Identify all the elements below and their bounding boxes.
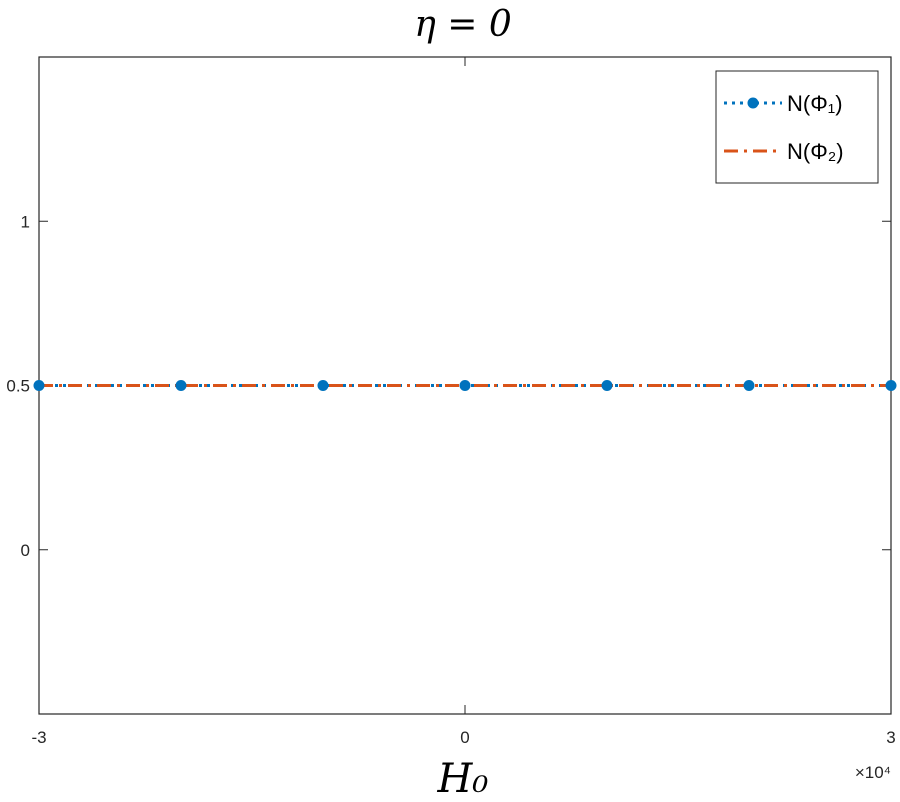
x-axis-label: H₀ <box>437 756 489 802</box>
series-1-point <box>317 380 329 391</box>
series-1-point <box>33 380 45 391</box>
y-tick-label: 0 <box>21 541 30 560</box>
series-1-point <box>175 380 187 391</box>
x-tick-label: -3 <box>31 728 46 747</box>
legend-label-1: N(Φ₁) <box>787 91 843 116</box>
series-1-point <box>601 380 613 391</box>
x-tick-label: 3 <box>886 728 895 747</box>
chart-title: η = 0 <box>414 4 512 45</box>
x-tick-label: 0 <box>460 728 469 747</box>
series-1-point <box>885 380 897 391</box>
legend-marker-1 <box>747 97 759 109</box>
x-axis-exponent: ×10⁴ <box>855 763 891 782</box>
legend: N(Φ₁) N(Φ₂) <box>715 70 879 184</box>
y-tick-label: 0.5 <box>6 377 30 396</box>
legend-label-2: N(Φ₂) <box>787 139 844 164</box>
plot-area: 0 0.5 1 -3 0 3 <box>6 56 897 747</box>
legend-box <box>715 70 879 184</box>
series-1-point <box>459 380 471 391</box>
y-tick-label: 1 <box>21 212 30 231</box>
series-1-point <box>743 380 755 391</box>
